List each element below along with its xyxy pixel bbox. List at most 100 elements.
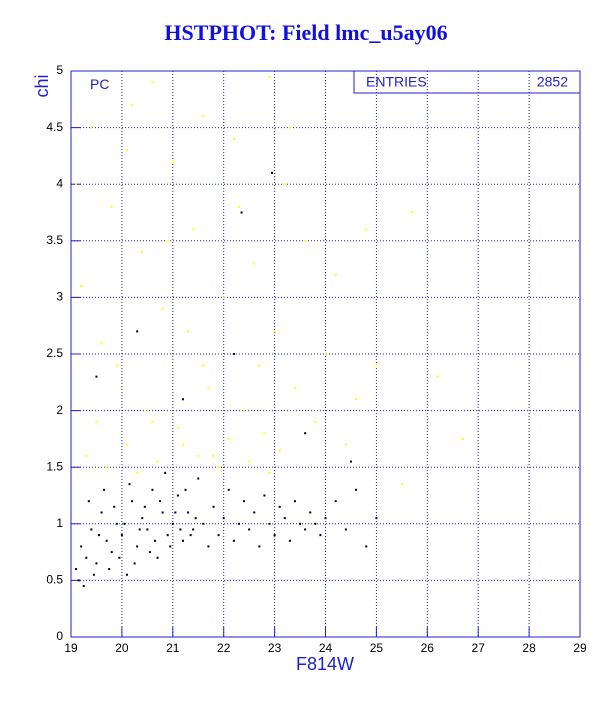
point — [136, 330, 139, 333]
y-tick-label: 3 — [56, 290, 63, 304]
point — [92, 573, 95, 576]
point — [97, 534, 100, 537]
point — [105, 539, 108, 542]
point — [197, 454, 200, 457]
point — [75, 183, 78, 186]
point — [375, 364, 378, 367]
point — [283, 183, 286, 186]
point — [288, 126, 291, 129]
point — [110, 551, 113, 554]
point — [278, 449, 281, 452]
point — [192, 228, 195, 231]
point — [273, 330, 276, 333]
point — [187, 330, 190, 333]
point — [118, 556, 121, 559]
point — [212, 454, 215, 457]
x-tick-label: 28 — [522, 641, 536, 655]
point — [197, 477, 200, 480]
point — [100, 341, 103, 344]
point — [227, 437, 230, 440]
y-tick-label: 1 — [56, 516, 63, 530]
point — [131, 500, 134, 503]
point — [100, 511, 103, 514]
point — [217, 466, 220, 469]
point — [288, 539, 291, 542]
point — [115, 364, 118, 367]
point — [153, 539, 156, 542]
point — [436, 375, 439, 378]
point — [105, 466, 108, 469]
point — [237, 522, 240, 525]
point — [181, 443, 184, 446]
point — [80, 545, 83, 548]
point — [243, 500, 246, 503]
point — [120, 534, 123, 537]
point — [123, 522, 126, 525]
point — [75, 568, 78, 571]
x-tick-label: 27 — [472, 641, 486, 655]
point — [365, 545, 368, 548]
x-tick-label: 20 — [115, 641, 129, 655]
point — [411, 211, 414, 214]
point — [344, 528, 347, 531]
point — [179, 528, 182, 531]
x-tick-label: 25 — [370, 641, 384, 655]
point — [138, 528, 141, 531]
point — [166, 239, 169, 242]
point — [128, 483, 131, 486]
point — [349, 460, 352, 463]
point — [95, 420, 98, 423]
point — [212, 505, 215, 508]
point — [192, 528, 195, 531]
point — [222, 517, 225, 520]
y-tick-label: 1.5 — [46, 459, 63, 473]
point — [400, 483, 403, 486]
point — [159, 500, 162, 503]
point — [461, 437, 464, 440]
point — [181, 539, 184, 542]
point — [217, 534, 220, 537]
point — [240, 211, 243, 214]
point — [222, 296, 225, 299]
point — [268, 75, 271, 78]
point — [151, 81, 154, 84]
point — [82, 585, 85, 588]
point — [344, 443, 347, 446]
point — [184, 488, 187, 491]
point — [309, 511, 312, 514]
point — [169, 545, 172, 548]
point — [143, 505, 146, 508]
point — [202, 115, 205, 118]
point — [90, 126, 93, 129]
point — [103, 488, 106, 491]
point — [189, 534, 192, 537]
point — [253, 511, 256, 514]
point — [141, 517, 144, 520]
point — [365, 228, 368, 231]
point — [90, 528, 93, 531]
point — [113, 505, 116, 508]
point — [181, 398, 184, 401]
point — [319, 534, 322, 537]
point — [248, 460, 251, 463]
point — [151, 488, 154, 491]
x-tick-label: 22 — [217, 641, 231, 655]
point — [156, 460, 159, 463]
x-tick-label: 29 — [573, 641, 587, 655]
y-tick-label: 3.5 — [46, 233, 63, 247]
point — [133, 562, 136, 565]
point — [164, 471, 167, 474]
point — [207, 386, 210, 389]
stats-label: ENTRIES — [366, 74, 427, 90]
point — [355, 398, 358, 401]
point — [304, 528, 307, 531]
point — [141, 251, 144, 254]
point — [258, 545, 261, 548]
stats-value: 2852 — [537, 74, 568, 90]
point — [166, 534, 169, 537]
point — [232, 353, 235, 355]
point — [232, 137, 235, 140]
point — [156, 556, 159, 559]
x-axis-label: F814W — [296, 654, 354, 674]
